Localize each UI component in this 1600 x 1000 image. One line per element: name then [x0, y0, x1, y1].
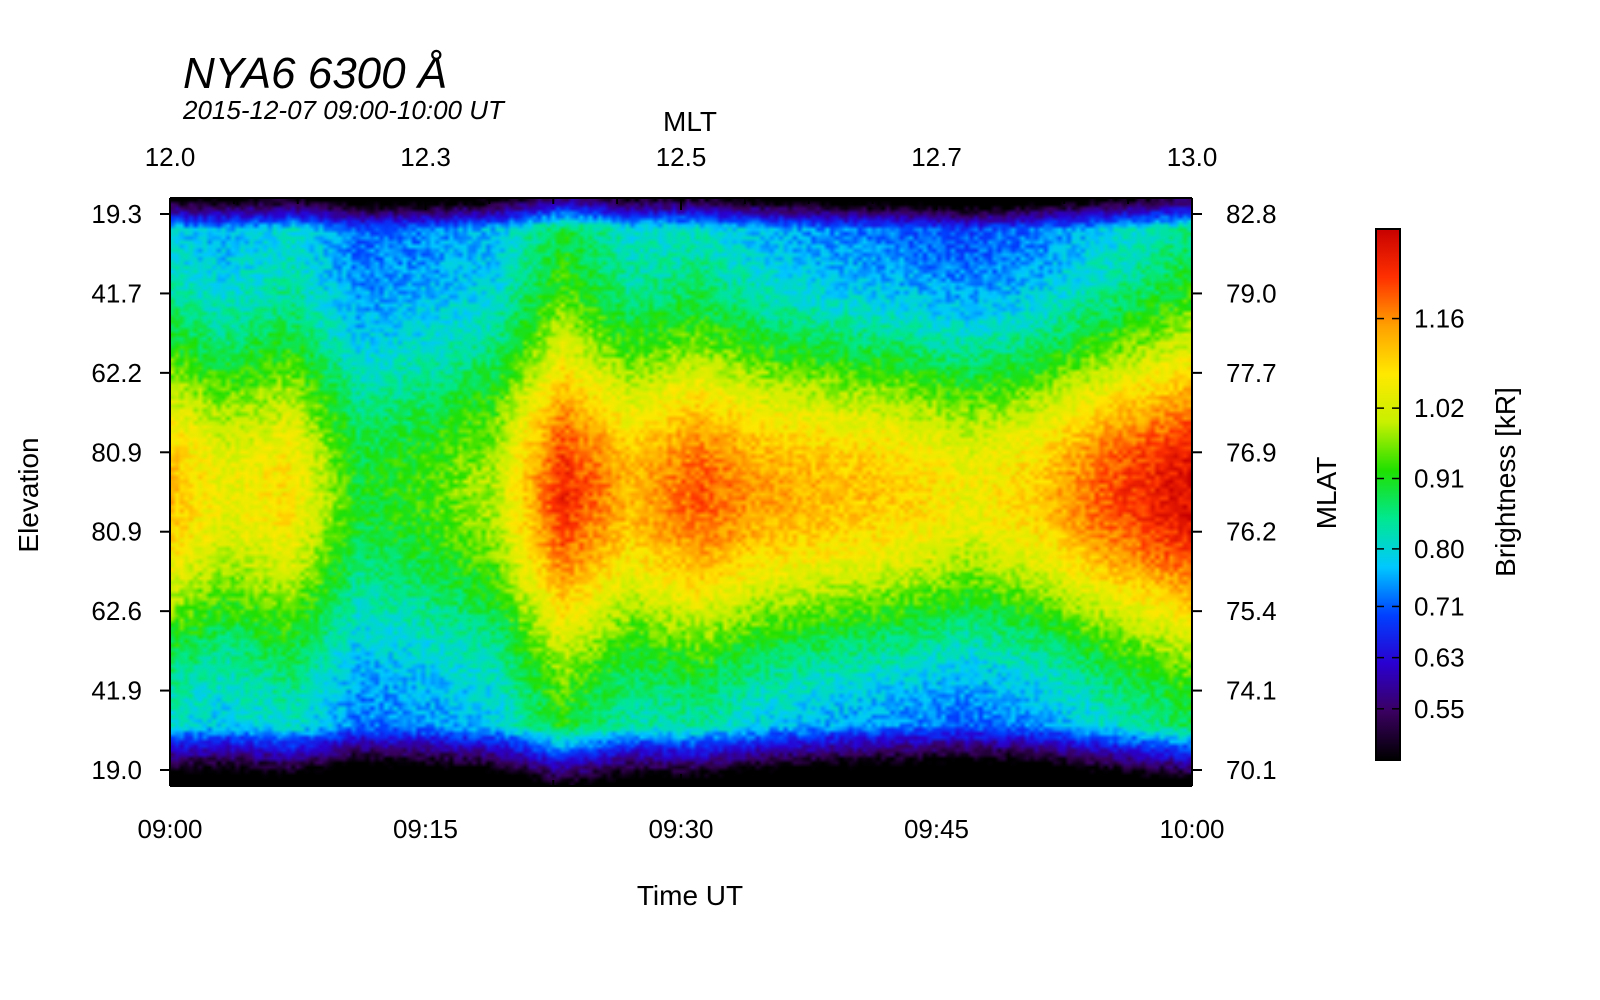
y-tick-label: 80.9 [91, 517, 142, 547]
right-y-tick-label: 75.4 [1226, 596, 1277, 626]
colorbar [1375, 228, 1401, 761]
colorbar-tick-label: 1.02 [1414, 393, 1465, 423]
y-tick-label: 62.2 [91, 358, 142, 388]
y-tick-label: 80.9 [91, 437, 142, 467]
colorbar-label: Brightness [kR] [1490, 387, 1521, 577]
right-y-tick-label: 76.9 [1226, 437, 1277, 467]
top-x-tick-label: 13.0 [1167, 142, 1218, 172]
colorbar-tick-label: 0.55 [1414, 694, 1465, 724]
colorbar-tick-label: 0.91 [1414, 464, 1465, 494]
chart-subtitle: 2015-12-07 09:00-10:00 UT [182, 95, 506, 125]
colorbar-tick-label: 0.80 [1414, 534, 1465, 564]
top-x-tick-label: 12.3 [400, 142, 451, 172]
x-tick-label: 09:15 [393, 814, 458, 844]
right-y-tick-label: 74.1 [1226, 676, 1277, 706]
colorbar-tick-label: 0.63 [1414, 643, 1465, 673]
right-y-axis-label: MLAT [1311, 457, 1342, 530]
x-tick-label: 09:30 [648, 814, 713, 844]
x-tick-label: 09:00 [137, 814, 202, 844]
y-tick-label: 19.3 [91, 199, 142, 229]
right-y-tick-label: 76.2 [1226, 517, 1277, 547]
heatmap-image [170, 198, 1192, 786]
right-y-tick-label: 82.8 [1226, 199, 1277, 229]
y-tick-label: 41.9 [91, 676, 142, 706]
x-axis-label: Time UT [637, 880, 743, 911]
colorbar-tick-label: 0.71 [1414, 591, 1465, 621]
x-tick-label: 09:45 [904, 814, 969, 844]
y-axis-label: Elevation [13, 437, 44, 552]
y-tick-label: 41.7 [91, 278, 142, 308]
right-y-tick-label: 70.1 [1226, 755, 1277, 785]
top-x-tick-label: 12.7 [911, 142, 962, 172]
y-tick-label: 62.6 [91, 596, 142, 626]
colorbar-tick-label: 1.16 [1414, 304, 1465, 334]
top-x-axis-label: MLT [663, 106, 717, 137]
top-x-tick-label: 12.5 [656, 142, 707, 172]
top-x-tick-label: 12.0 [145, 142, 196, 172]
right-y-tick-label: 77.7 [1226, 358, 1277, 388]
right-y-tick-label: 79.0 [1226, 278, 1277, 308]
chart-title: NYA6 6300 Å [183, 49, 447, 98]
x-tick-label: 10:00 [1159, 814, 1224, 844]
y-tick-label: 19.0 [91, 755, 142, 785]
